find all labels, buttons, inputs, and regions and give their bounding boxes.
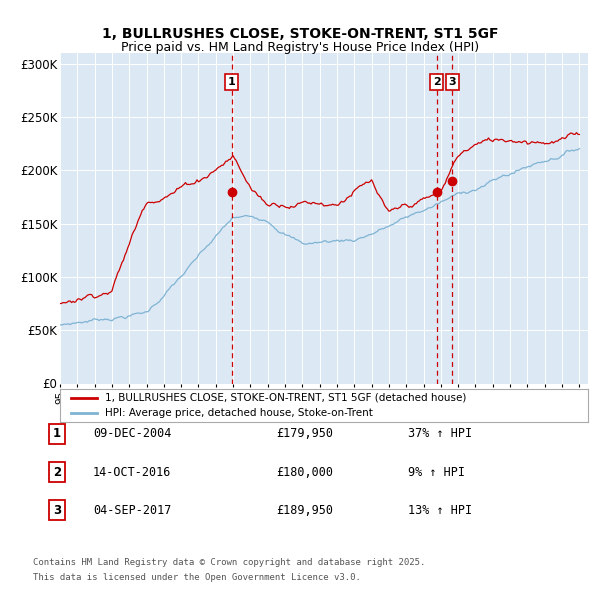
Text: Price paid vs. HM Land Registry's House Price Index (HPI): Price paid vs. HM Land Registry's House … <box>121 41 479 54</box>
Text: 04-SEP-2017: 04-SEP-2017 <box>93 504 172 517</box>
Text: £179,950: £179,950 <box>276 427 333 440</box>
Text: 2: 2 <box>433 77 440 87</box>
Text: 1, BULLRUSHES CLOSE, STOKE-ON-TRENT, ST1 5GF: 1, BULLRUSHES CLOSE, STOKE-ON-TRENT, ST1… <box>102 27 498 41</box>
Text: Contains HM Land Registry data © Crown copyright and database right 2025.: Contains HM Land Registry data © Crown c… <box>33 558 425 566</box>
Text: 37% ↑ HPI: 37% ↑ HPI <box>408 427 472 440</box>
Text: 09-DEC-2004: 09-DEC-2004 <box>93 427 172 440</box>
Text: 9% ↑ HPI: 9% ↑ HPI <box>408 466 465 478</box>
Text: £180,000: £180,000 <box>276 466 333 478</box>
Text: 1: 1 <box>228 77 236 87</box>
Text: 1: 1 <box>53 427 61 440</box>
Text: This data is licensed under the Open Government Licence v3.0.: This data is licensed under the Open Gov… <box>33 573 361 582</box>
Text: 1, BULLRUSHES CLOSE, STOKE-ON-TRENT, ST1 5GF (detached house): 1, BULLRUSHES CLOSE, STOKE-ON-TRENT, ST1… <box>105 392 466 402</box>
Text: £189,950: £189,950 <box>276 504 333 517</box>
Text: 3: 3 <box>53 504 61 517</box>
Text: 13% ↑ HPI: 13% ↑ HPI <box>408 504 472 517</box>
Text: 3: 3 <box>449 77 456 87</box>
Text: 2: 2 <box>53 466 61 478</box>
Text: 14-OCT-2016: 14-OCT-2016 <box>93 466 172 478</box>
Text: HPI: Average price, detached house, Stoke-on-Trent: HPI: Average price, detached house, Stok… <box>105 408 373 418</box>
